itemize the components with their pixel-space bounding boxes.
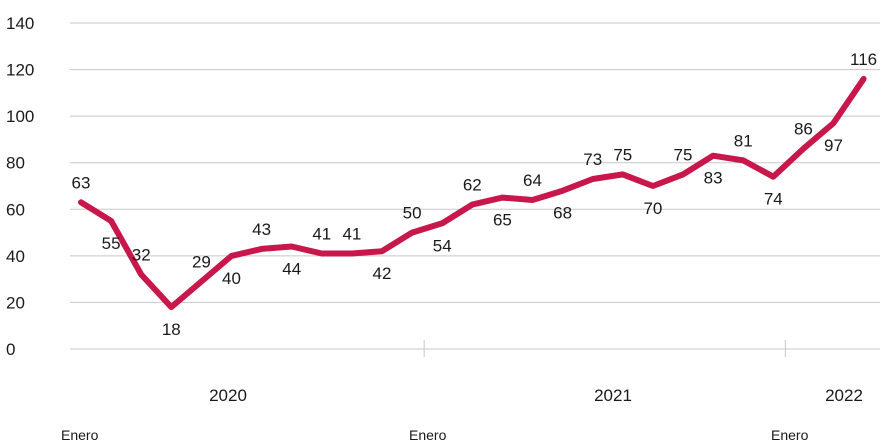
y-tick-label: 40: [6, 247, 25, 266]
data-label: 55: [102, 234, 121, 253]
data-label: 42: [373, 264, 392, 283]
year-label-2020: 2020: [209, 386, 247, 405]
series-line-group: [78, 75, 867, 311]
data-label: 54: [433, 236, 452, 255]
data-label: 18: [162, 320, 181, 339]
y-tick-label: 20: [6, 293, 25, 312]
data-label: 50: [403, 204, 422, 223]
series-line: [78, 75, 867, 311]
data-label: 73: [583, 150, 602, 169]
y-axis-tick-labels: 0 20 40 60 80 100 120 140: [6, 14, 34, 359]
data-label: 43: [252, 220, 271, 239]
data-label: 40: [222, 269, 241, 288]
data-label: 75: [613, 145, 632, 164]
data-label: 81: [734, 131, 753, 150]
data-label: 70: [643, 199, 662, 218]
data-label: 75: [674, 145, 693, 164]
data-label: 41: [312, 225, 331, 244]
data-label: 65: [493, 211, 512, 230]
data-label: 64: [523, 171, 542, 190]
data-label: 63: [72, 173, 91, 192]
data-label: 32: [132, 245, 151, 264]
data-label: 41: [342, 225, 361, 244]
data-label: 44: [282, 260, 301, 279]
year-label-2021: 2021: [594, 386, 632, 405]
month-label: Enero: [409, 427, 447, 442]
gridlines: [70, 22, 880, 350]
month-label: Enero: [771, 427, 809, 442]
y-tick-label: 140: [6, 14, 34, 33]
data-label: 62: [463, 176, 482, 195]
x-axis: 2020 2021 2022 Enero Enero Enero: [61, 340, 863, 442]
y-tick-label: 0: [6, 340, 15, 359]
data-label: 83: [704, 169, 723, 188]
y-tick-label: 100: [6, 107, 34, 126]
data-label: 116: [850, 50, 877, 69]
data-label: 86: [794, 120, 813, 139]
data-label: 74: [764, 190, 783, 209]
y-tick-label: 80: [6, 154, 25, 173]
data-label: 68: [553, 204, 572, 223]
month-label: Enero: [61, 427, 99, 442]
y-tick-label: 60: [6, 200, 25, 219]
year-label-2022: 2022: [825, 386, 863, 405]
data-label: 29: [192, 252, 211, 271]
data-labels: 63 55 32 18 29 40 43 44 41 41 42 50 54 62 65 64 68 73 75 70…: [72, 50, 878, 339]
y-tick-label: 120: [6, 61, 34, 80]
data-label: 97: [824, 136, 843, 155]
